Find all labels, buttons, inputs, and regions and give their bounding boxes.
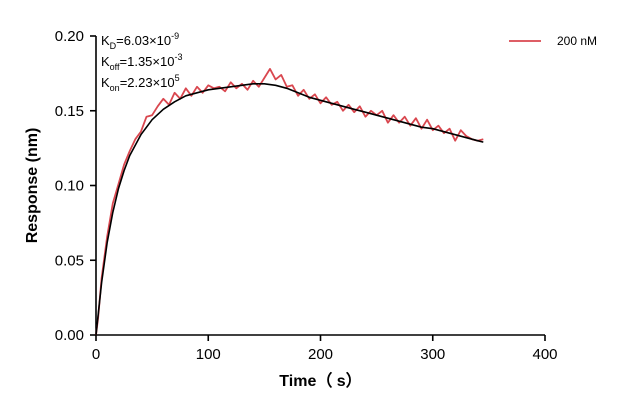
kinetic-subscript: D — [110, 41, 117, 51]
y-tick-label: 0.20 — [55, 28, 84, 45]
x-tick-label: 100 — [196, 346, 221, 363]
x-axis-title: Time（ s） — [279, 372, 361, 390]
series-layer — [95, 68, 484, 336]
kinetic-value: =2.23×10 — [120, 75, 175, 90]
series-line-200nm — [95, 68, 484, 336]
x-tick-label: 0 — [92, 346, 100, 363]
fit-curve-line — [95, 83, 484, 336]
y-tick-label: 0.05 — [55, 252, 84, 269]
kinetic-exponent: 5 — [175, 73, 180, 83]
kinetic-constant-label: Koff=1.35×10-3 — [101, 52, 182, 72]
axes: 0 100 200 300 400 0.00 0.05 0.10 0.15 0.20 — [55, 28, 558, 363]
kinetic-exponent: -3 — [174, 52, 182, 62]
x-tick-label: 300 — [420, 346, 445, 363]
kinetic-exponent: -9 — [171, 31, 179, 41]
kinetic-symbol: K — [101, 33, 110, 48]
kinetic-value: =1.35×10 — [120, 54, 175, 69]
kinetic-symbol: K — [101, 75, 110, 90]
kinetic-subscript: off — [110, 62, 120, 72]
kinetic-value: =6.03×10 — [116, 33, 171, 48]
kinetic-subscript: on — [110, 83, 120, 93]
x-tick-label: 400 — [532, 346, 557, 363]
kinetic-constant-label: Kon=2.23×105 — [101, 73, 180, 93]
y-axis-title: Response (nm) — [24, 128, 41, 244]
legend-label: 200 nM — [557, 34, 597, 48]
y-tick-label: 0.10 — [55, 178, 84, 195]
legend: 200 nM — [509, 34, 597, 48]
y-tick-label: 0.00 — [55, 327, 84, 344]
kinetic-constant-label: KD=6.03×10-9 — [101, 31, 179, 51]
y-tick-label: 0.15 — [55, 103, 84, 120]
kinetic-symbol: K — [101, 54, 110, 69]
x-tick-label: 200 — [308, 346, 333, 363]
